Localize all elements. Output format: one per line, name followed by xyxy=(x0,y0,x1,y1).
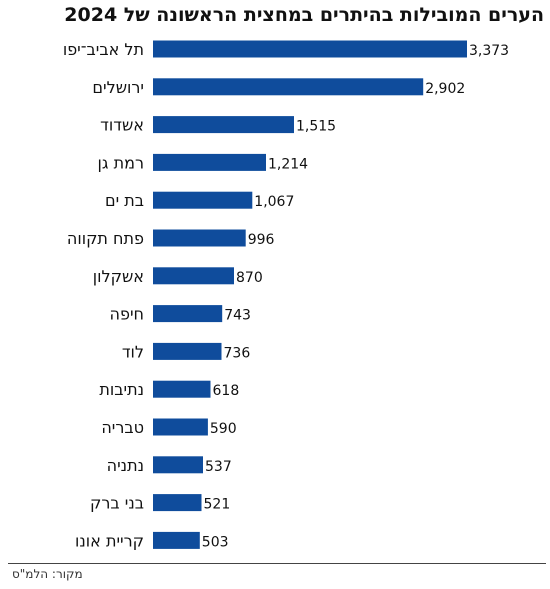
bar-value-label: 870 xyxy=(236,270,263,286)
bar-value-label: 996 xyxy=(248,232,275,248)
bar-value-label: 521 xyxy=(204,497,231,513)
chart-title: הערים המובילות בהיתרים במחצית הראשונה של… xyxy=(64,4,544,26)
bar-value-label: 743 xyxy=(224,308,251,324)
bar xyxy=(153,153,266,171)
bottom-divider xyxy=(8,563,546,564)
bar-value-label: 590 xyxy=(210,421,237,437)
category-label: קריית אונו xyxy=(75,531,144,550)
bar-value-label: 3,373 xyxy=(469,43,509,59)
category-label: חיפה xyxy=(110,305,144,324)
bar xyxy=(153,456,203,474)
bar-value-label: 1,214 xyxy=(268,156,308,172)
bar-value-label: 1,067 xyxy=(254,194,294,210)
bar-value-label: 537 xyxy=(205,459,232,475)
bar xyxy=(153,531,200,549)
category-label: ירושלים xyxy=(92,78,144,97)
bar xyxy=(153,418,208,436)
bar-value-label: 503 xyxy=(202,534,229,550)
bar xyxy=(153,494,202,512)
bar xyxy=(153,267,234,285)
category-label: נתניה xyxy=(107,456,144,475)
category-label: בני ברק xyxy=(90,494,144,513)
bar xyxy=(153,342,222,360)
category-label: פתח תקווה xyxy=(67,229,144,248)
category-label: נתיבות xyxy=(99,380,144,399)
category-label: אשדוד xyxy=(100,116,144,135)
category-label: אשקלון xyxy=(93,267,144,286)
bar xyxy=(153,40,467,58)
bar-value-label: 1,515 xyxy=(296,119,336,135)
bar-value-label: 618 xyxy=(213,383,240,399)
bar-value-label: 736 xyxy=(224,345,251,361)
bar xyxy=(153,380,211,398)
category-label: לוד xyxy=(122,342,144,361)
source-note: מקור: הלמ"ס xyxy=(12,567,83,581)
category-label: רמת גן xyxy=(98,153,144,172)
category-label: טבריה xyxy=(101,418,144,437)
bar xyxy=(153,191,253,209)
category-label: בת ים xyxy=(105,191,144,210)
bar xyxy=(153,78,424,96)
bar xyxy=(153,116,294,134)
bar-value-label: 2,902 xyxy=(425,81,465,97)
category-label: תל אביב־יפו xyxy=(63,40,144,59)
bar xyxy=(153,229,246,247)
bar xyxy=(153,305,223,323)
